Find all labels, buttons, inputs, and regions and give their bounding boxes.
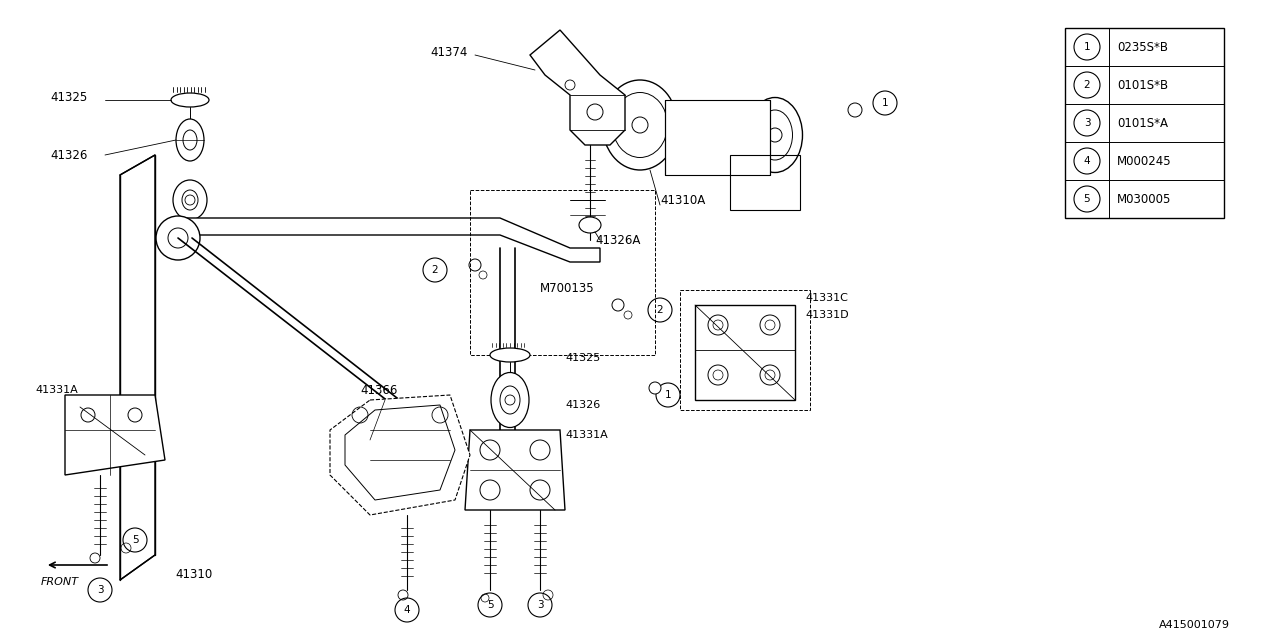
- Text: 0101S*B: 0101S*B: [1117, 79, 1169, 92]
- Text: 41331D: 41331D: [805, 310, 849, 320]
- Text: 2: 2: [1084, 80, 1091, 90]
- Ellipse shape: [172, 93, 209, 107]
- Ellipse shape: [177, 119, 204, 161]
- Text: 0235S*B: 0235S*B: [1117, 40, 1169, 54]
- Circle shape: [632, 117, 648, 133]
- Text: 41331C: 41331C: [805, 293, 847, 303]
- Bar: [730, 155, 800, 210]
- Text: 1: 1: [882, 98, 888, 108]
- Polygon shape: [530, 30, 625, 145]
- Circle shape: [90, 553, 100, 563]
- Text: 1: 1: [664, 390, 671, 400]
- Text: 41326: 41326: [50, 148, 87, 161]
- Text: 5: 5: [1084, 194, 1091, 204]
- Text: 5: 5: [486, 600, 493, 610]
- Text: 41374: 41374: [430, 45, 467, 58]
- Bar: [470, 190, 655, 355]
- Circle shape: [398, 590, 408, 600]
- Ellipse shape: [490, 348, 530, 362]
- Text: 0101S*A: 0101S*A: [1117, 116, 1169, 129]
- Polygon shape: [65, 395, 165, 475]
- Ellipse shape: [492, 372, 529, 428]
- Text: 4: 4: [403, 605, 411, 615]
- Text: 2: 2: [657, 305, 663, 315]
- Polygon shape: [330, 395, 470, 515]
- Text: M700135: M700135: [540, 282, 595, 294]
- Circle shape: [612, 299, 625, 311]
- Text: 5: 5: [132, 535, 138, 545]
- Text: 41326A: 41326A: [595, 234, 640, 246]
- Polygon shape: [465, 430, 564, 510]
- Polygon shape: [178, 218, 600, 262]
- Text: 3: 3: [1084, 118, 1091, 128]
- Text: 41310: 41310: [175, 568, 212, 582]
- Circle shape: [156, 216, 200, 260]
- Ellipse shape: [603, 80, 677, 170]
- Bar: [680, 290, 810, 410]
- Polygon shape: [120, 155, 155, 580]
- Text: FRONT: FRONT: [41, 577, 79, 587]
- Text: A415001079: A415001079: [1158, 620, 1230, 630]
- Text: 4: 4: [1084, 156, 1091, 166]
- Text: M000245: M000245: [1117, 154, 1171, 168]
- Text: 3: 3: [97, 585, 104, 595]
- Text: 41331A: 41331A: [564, 430, 608, 440]
- Text: 3: 3: [536, 600, 543, 610]
- Text: 1: 1: [1084, 42, 1091, 52]
- Bar: [666, 100, 771, 175]
- Text: 2: 2: [431, 265, 438, 275]
- Text: 41326: 41326: [564, 400, 600, 410]
- Circle shape: [649, 382, 660, 394]
- Polygon shape: [695, 305, 795, 400]
- Text: M030005: M030005: [1117, 193, 1171, 205]
- Text: 41366: 41366: [360, 383, 397, 397]
- Ellipse shape: [579, 217, 602, 233]
- Polygon shape: [346, 405, 454, 500]
- Ellipse shape: [748, 97, 803, 173]
- Text: 41325: 41325: [50, 90, 87, 104]
- Circle shape: [468, 259, 481, 271]
- Circle shape: [849, 103, 861, 117]
- Text: 41331A: 41331A: [35, 385, 78, 395]
- Text: 41325: 41325: [564, 353, 600, 363]
- Text: 41310A: 41310A: [660, 193, 705, 207]
- Ellipse shape: [173, 180, 207, 220]
- Bar: [1065, 28, 1224, 218]
